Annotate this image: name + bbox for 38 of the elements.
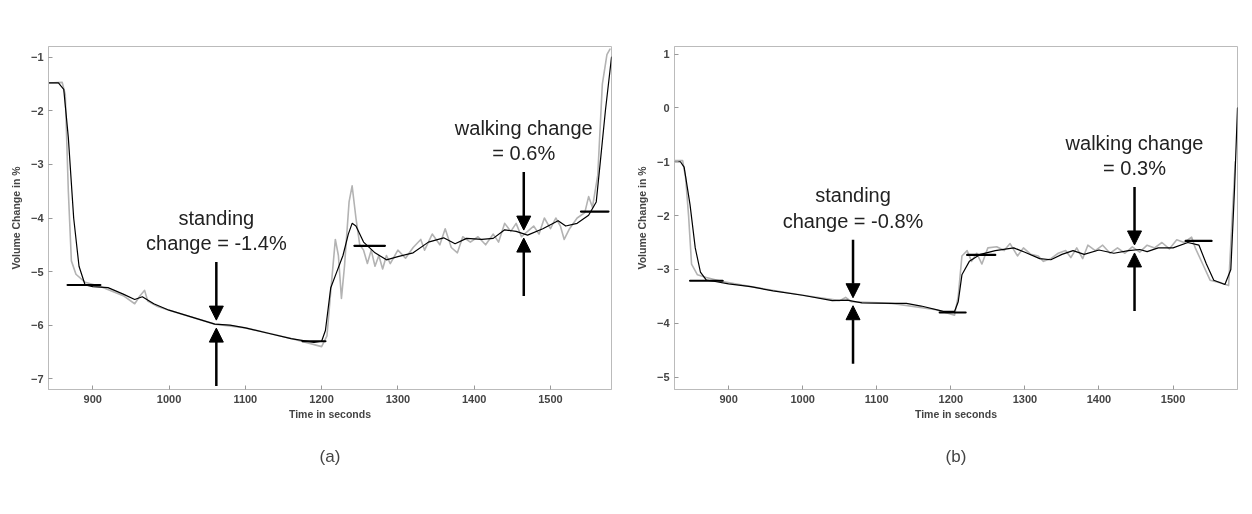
x-tick-label: 900: [83, 392, 102, 405]
x-tick-label: 1000: [790, 392, 815, 405]
x-tick-label: 1300: [1012, 392, 1038, 405]
x-axis-title: Time in seconds: [914, 407, 998, 420]
y-tick-label: −5: [656, 371, 670, 384]
x-tick-label: 1300: [385, 392, 411, 405]
x-tick-label: 1200: [938, 392, 964, 405]
x-tick-label: 1500: [538, 392, 563, 405]
y-tick-label: 0: [663, 101, 670, 114]
y-tick-label: −4: [656, 317, 671, 330]
x-tick-label: 1200: [309, 392, 334, 405]
y-tick-label: −1: [30, 51, 44, 64]
y-tick-label: −4: [30, 212, 45, 224]
text: (b): [945, 447, 967, 466]
y-tick-label: −3: [656, 263, 670, 276]
annotation: walking change = 0.6%: [453, 116, 593, 165]
x-axis-title: Time in seconds: [288, 407, 372, 420]
x-tick-label: 1400: [1086, 392, 1112, 405]
text: (a): [319, 447, 341, 466]
y-tick-label: −2: [30, 104, 44, 117]
y-tick-label: −6: [30, 319, 44, 332]
y-tick-label: −2: [656, 209, 670, 222]
y-tick-label: −3: [30, 158, 44, 171]
y-tick-label: 1: [663, 48, 670, 61]
annotation: standing change = -0.8%: [782, 184, 924, 232]
y-tick-label: −7: [30, 372, 44, 385]
y-tick-label: −1: [656, 155, 670, 168]
annotation: standing change = -1.4%: [146, 206, 287, 255]
y-axis-title: Volume Change in %: [635, 165, 648, 270]
x-tick-label: 1400: [461, 392, 487, 405]
x-tick-label: 1100: [233, 392, 258, 405]
x-tick-label: 1500: [1160, 392, 1186, 405]
x-tick-label: 1100: [864, 392, 889, 405]
x-tick-label: 1000: [156, 392, 182, 405]
y-axis-title: Volume Change in %: [9, 165, 22, 270]
y-tick-label: −5: [30, 265, 44, 278]
annotation: walking change = 0.3%: [1064, 131, 1204, 179]
x-tick-label: 900: [719, 392, 738, 405]
